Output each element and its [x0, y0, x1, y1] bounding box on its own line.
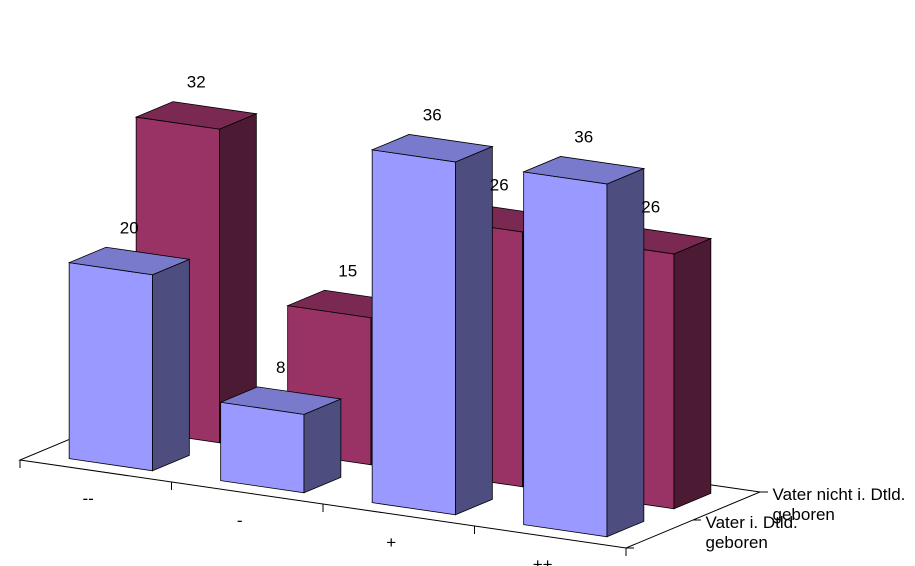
bar: [522, 156, 646, 538]
bar-top-face: [67, 246, 191, 276]
bar-top-face: [522, 156, 646, 185]
data-label: 8: [276, 358, 285, 377]
data-label: 32: [187, 73, 206, 92]
data-label: 20: [120, 218, 139, 237]
bar-front-face: [68, 262, 153, 472]
bar-top-face: [370, 134, 494, 163]
bar-side-face: [673, 237, 712, 510]
bar-front-face: [220, 401, 305, 494]
bar: [370, 134, 494, 516]
chart-bars: [67, 101, 713, 538]
bar-side-face: [455, 145, 493, 516]
bar: [67, 246, 191, 472]
category-label: --: [83, 489, 94, 508]
bar-side-face: [152, 258, 190, 472]
category-label: -: [237, 511, 243, 530]
series-label: Vater nicht i. Dtld. geboren: [773, 485, 906, 524]
category-label: ++: [533, 555, 553, 566]
bar-front-face: [523, 171, 608, 538]
bar-side-face: [303, 398, 342, 494]
data-label: 36: [574, 127, 593, 146]
bar-top-face: [134, 101, 258, 130]
bar-side-face: [606, 167, 645, 538]
series-label: Vater i. Dtld. geboren: [706, 513, 798, 552]
category-label: +: [386, 533, 396, 552]
bar: [219, 386, 343, 494]
bar-front-face: [371, 149, 456, 516]
data-label: 26: [641, 197, 660, 216]
data-label: 26: [490, 175, 509, 194]
data-label: 36: [423, 105, 442, 124]
data-label: 15: [338, 261, 357, 280]
bar-top-face: [219, 386, 343, 415]
